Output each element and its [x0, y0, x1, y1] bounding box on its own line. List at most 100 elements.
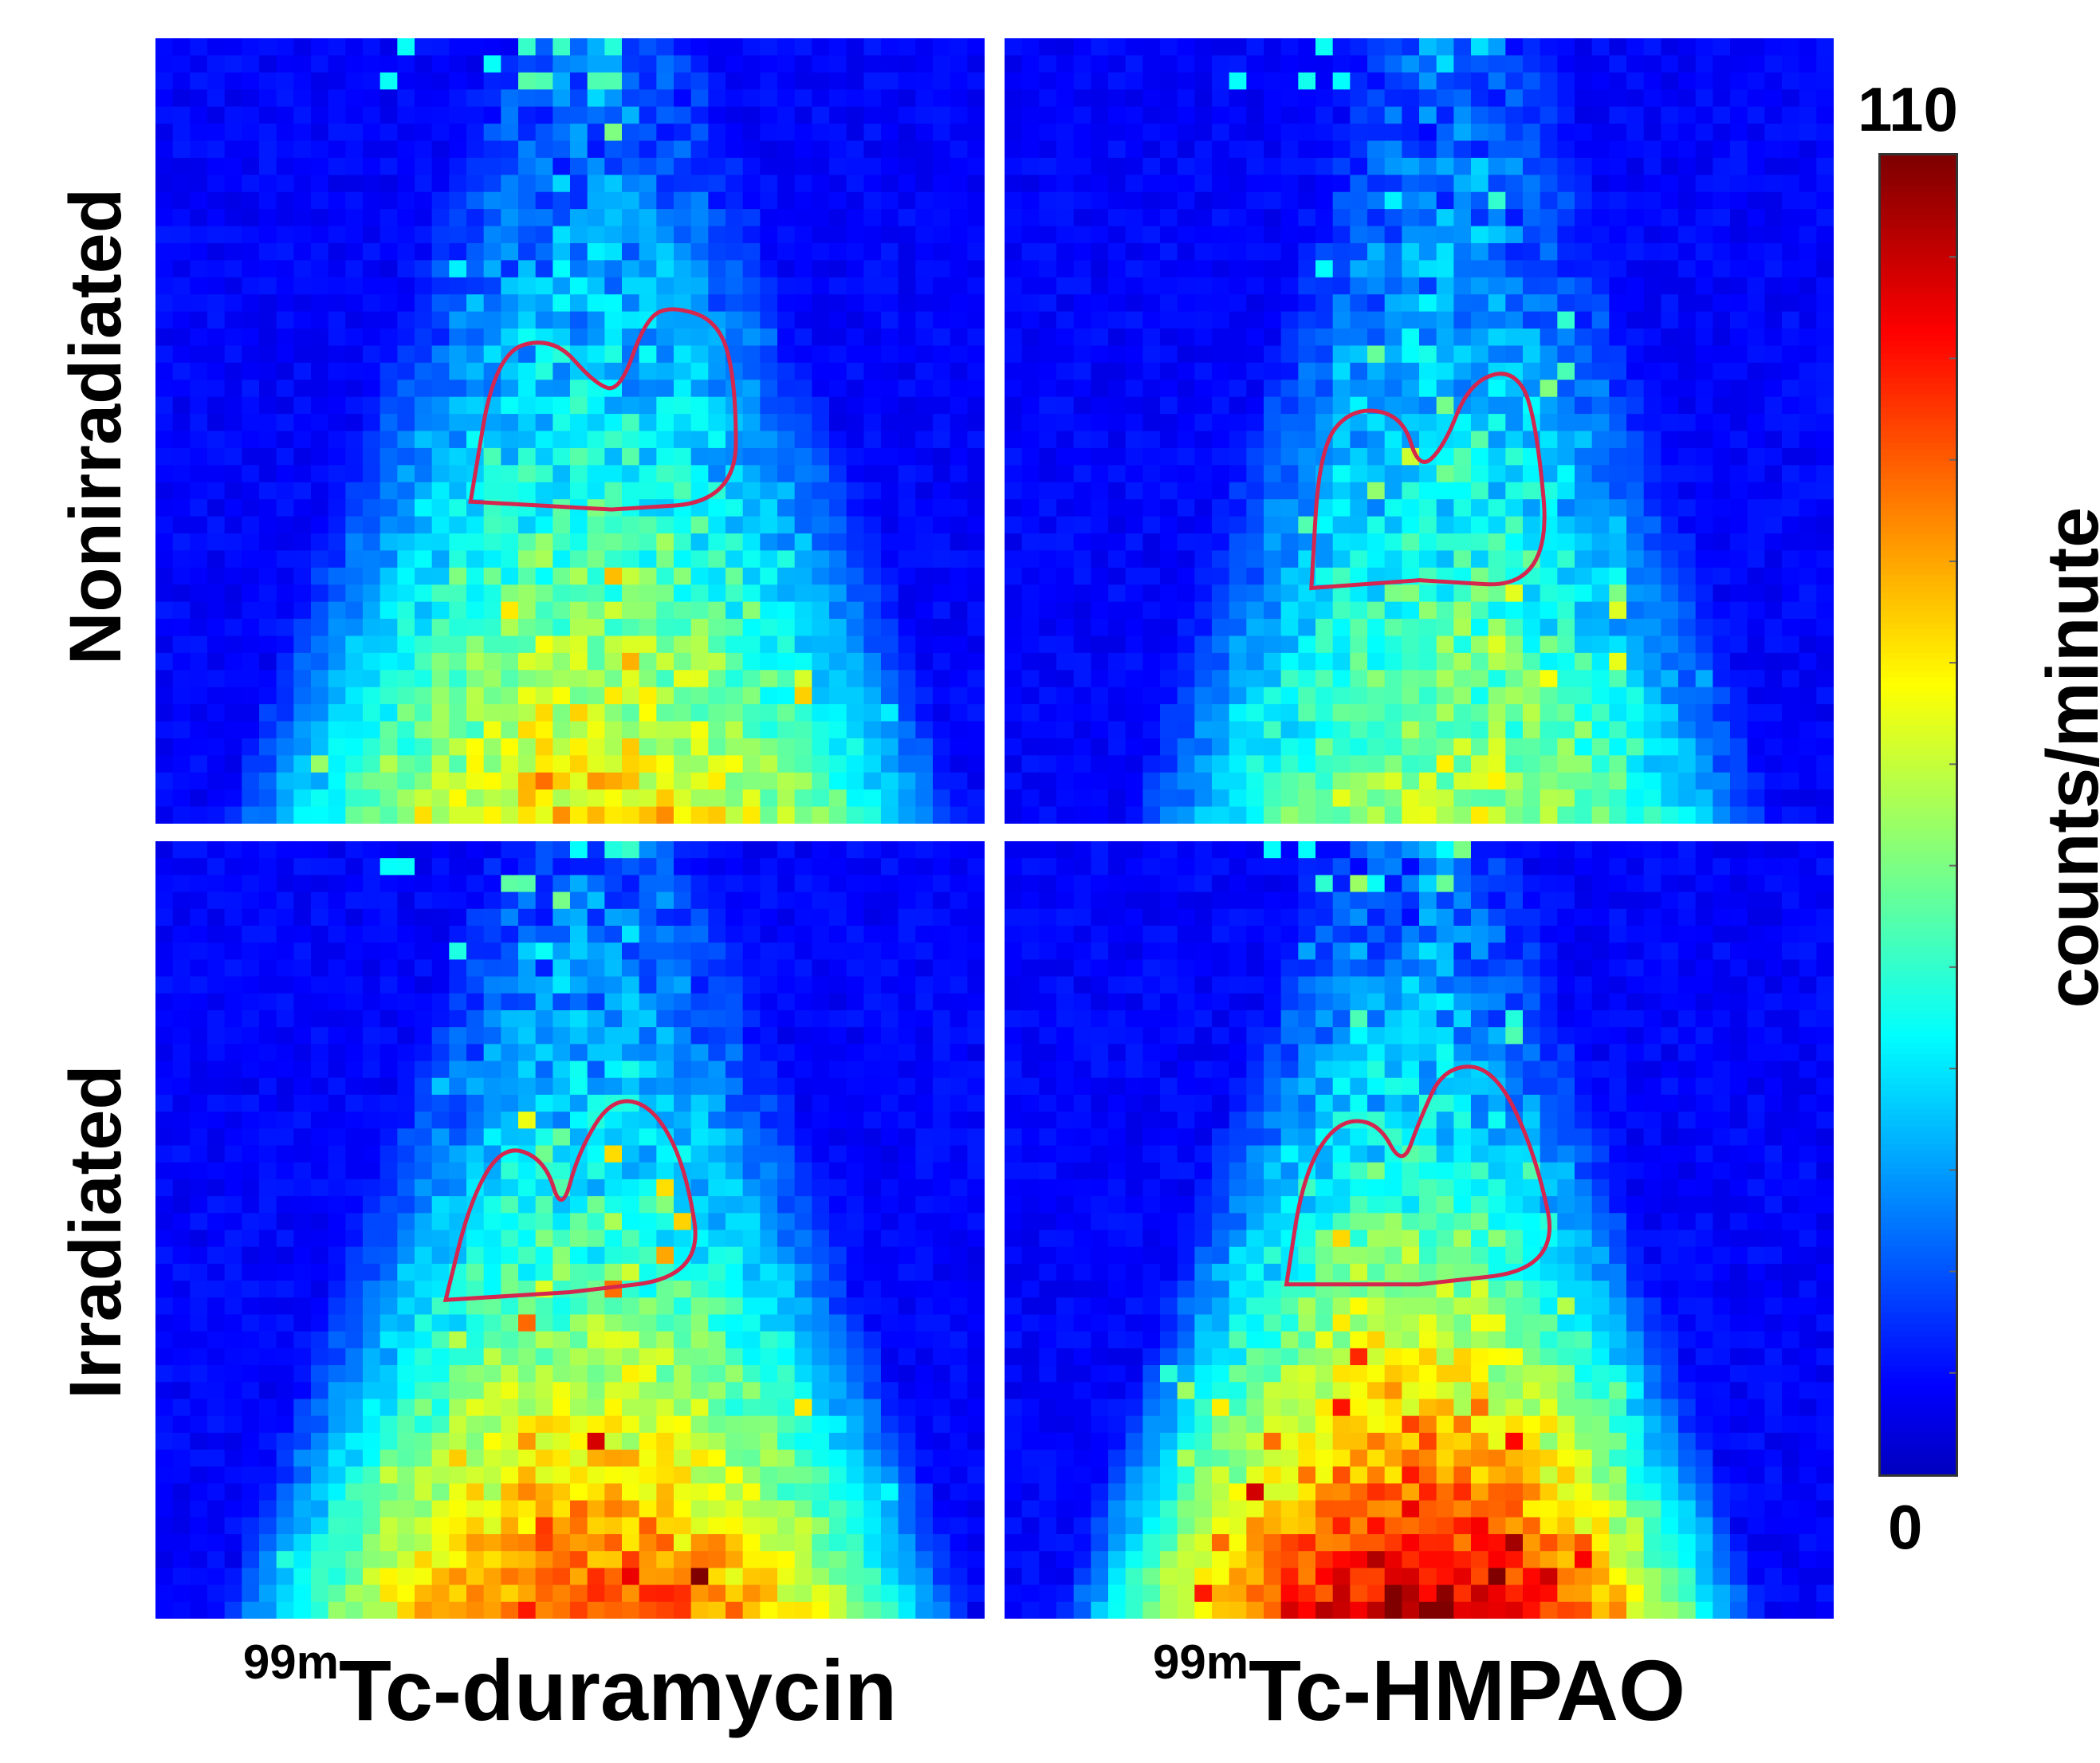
- heatmap-pixel: [1125, 140, 1143, 159]
- heatmap-pixel: [1091, 601, 1109, 620]
- heatmap-pixel: [898, 1009, 916, 1028]
- heatmap-pixel: [950, 841, 968, 859]
- heatmap-pixel: [1315, 277, 1334, 295]
- heatmap-pixel: [829, 191, 847, 210]
- heatmap-pixel: [1264, 72, 1282, 90]
- heatmap-pixel: [1246, 806, 1264, 824]
- heatmap-pixel: [639, 362, 657, 380]
- heatmap-pixel: [1298, 516, 1316, 534]
- heatmap-pixel: [1609, 652, 1627, 671]
- heatmap-pixel: [1229, 704, 1247, 722]
- heatmap-pixel: [172, 329, 191, 347]
- heatmap-pixel: [1402, 175, 1420, 193]
- heatmap-pixel: [1367, 738, 1386, 756]
- heatmap-pixel: [415, 329, 433, 347]
- heatmap-pixel: [1039, 277, 1057, 295]
- heatmap-pixel: [1557, 277, 1575, 295]
- heatmap-pixel: [1264, 329, 1282, 347]
- heatmap-pixel: [1246, 755, 1264, 773]
- heatmap-pixel: [881, 345, 899, 364]
- heatmap-pixel: [829, 140, 847, 159]
- heatmap-pixel: [898, 721, 916, 739]
- heatmap-pixel: [259, 721, 277, 739]
- heatmap-pixel: [794, 431, 812, 449]
- heatmap-pixel: [846, 789, 864, 808]
- heatmap-pixel: [674, 704, 692, 722]
- heatmap-pixel: [1419, 277, 1437, 295]
- heatmap-pixel: [155, 908, 174, 927]
- heatmap-pixel: [172, 362, 191, 380]
- heatmap-pixel: [242, 242, 260, 261]
- heatmap-pixel: [674, 619, 692, 637]
- heatmap-pixel: [449, 380, 467, 398]
- heatmap-pixel: [829, 789, 847, 808]
- heatmap-pixel: [1643, 414, 1662, 432]
- heatmap-pixel: [1730, 652, 1748, 671]
- heatmap-pixel: [1125, 704, 1143, 722]
- heatmap-pixel: [190, 670, 208, 688]
- heatmap-pixel: [224, 875, 242, 893]
- heatmap-pixel: [449, 875, 467, 893]
- heatmap-pixel: [466, 345, 485, 364]
- heatmap-pixel: [1039, 755, 1057, 773]
- heatmap-pixel: [933, 687, 951, 705]
- heatmap-pixel: [1229, 106, 1247, 124]
- heatmap-pixel: [1212, 550, 1230, 569]
- heatmap-pixel: [1177, 465, 1195, 483]
- heatmap-pixel: [1799, 380, 1817, 398]
- heatmap-pixel: [449, 431, 467, 449]
- heatmap-pixel: [431, 908, 450, 927]
- heatmap-pixel: [1575, 124, 1593, 142]
- heatmap-pixel: [726, 260, 744, 278]
- heatmap-pixel: [259, 465, 277, 483]
- heatmap-pixel: [967, 191, 985, 210]
- heatmap-panel-nonirradiated-duramycin: [155, 38, 985, 824]
- heatmap-pixel: [276, 447, 294, 466]
- heatmap-pixel: [449, 533, 467, 551]
- heatmap-pixel: [190, 175, 208, 193]
- heatmap-pixel: [1471, 260, 1489, 278]
- heatmap-pixel: [363, 465, 381, 483]
- heatmap-pixel: [1713, 431, 1731, 449]
- heatmap-pixel: [777, 499, 796, 517]
- heatmap-pixel: [1678, 516, 1697, 534]
- heatmap-pixel: [777, 959, 796, 978]
- heatmap-pixel: [1350, 516, 1368, 534]
- heatmap-pixel: [1730, 533, 1748, 551]
- heatmap-pixel: [276, 533, 294, 551]
- heatmap-pixel: [863, 993, 882, 1011]
- heatmap-pixel: [207, 652, 226, 671]
- heatmap-pixel: [1264, 55, 1282, 73]
- heatmap-pixel: [1764, 157, 1783, 175]
- heatmap-pixel: [604, 157, 623, 175]
- heatmap-pixel: [1402, 311, 1420, 329]
- heatmap-pixel: [915, 858, 934, 876]
- heatmap-pixel: [1471, 345, 1489, 364]
- heatmap-pixel: [1264, 755, 1282, 773]
- heatmap-pixel: [742, 704, 761, 722]
- heatmap-pixel: [431, 636, 450, 654]
- heatmap-pixel: [1540, 380, 1558, 398]
- heatmap-pixel: [812, 925, 830, 943]
- heatmap-pixel: [639, 959, 657, 978]
- heatmap-pixel: [207, 140, 226, 159]
- heatmap-pixel: [1177, 550, 1195, 569]
- heatmap-pixel: [742, 311, 761, 329]
- heatmap-pixel: [1264, 311, 1282, 329]
- heatmap-pixel: [1177, 499, 1195, 517]
- heatmap-pixel: [1488, 482, 1506, 500]
- heatmap-pixel: [1678, 721, 1697, 739]
- heatmap-pixel: [950, 704, 968, 722]
- heatmap-pixel: [639, 482, 657, 500]
- heatmap-pixel: [1194, 226, 1213, 244]
- heatmap-pixel: [155, 533, 174, 551]
- heatmap-pixel: [1626, 311, 1645, 329]
- heatmap-pixel: [1246, 533, 1264, 551]
- heatmap-pixel: [1125, 431, 1143, 449]
- heatmap-pixel: [1160, 277, 1178, 295]
- heatmap-pixel: [1194, 209, 1213, 227]
- heatmap-pixel: [518, 925, 537, 943]
- heatmap-pixel: [1713, 738, 1731, 756]
- heatmap-pixel: [1108, 345, 1127, 364]
- heatmap-pixel: [674, 670, 692, 688]
